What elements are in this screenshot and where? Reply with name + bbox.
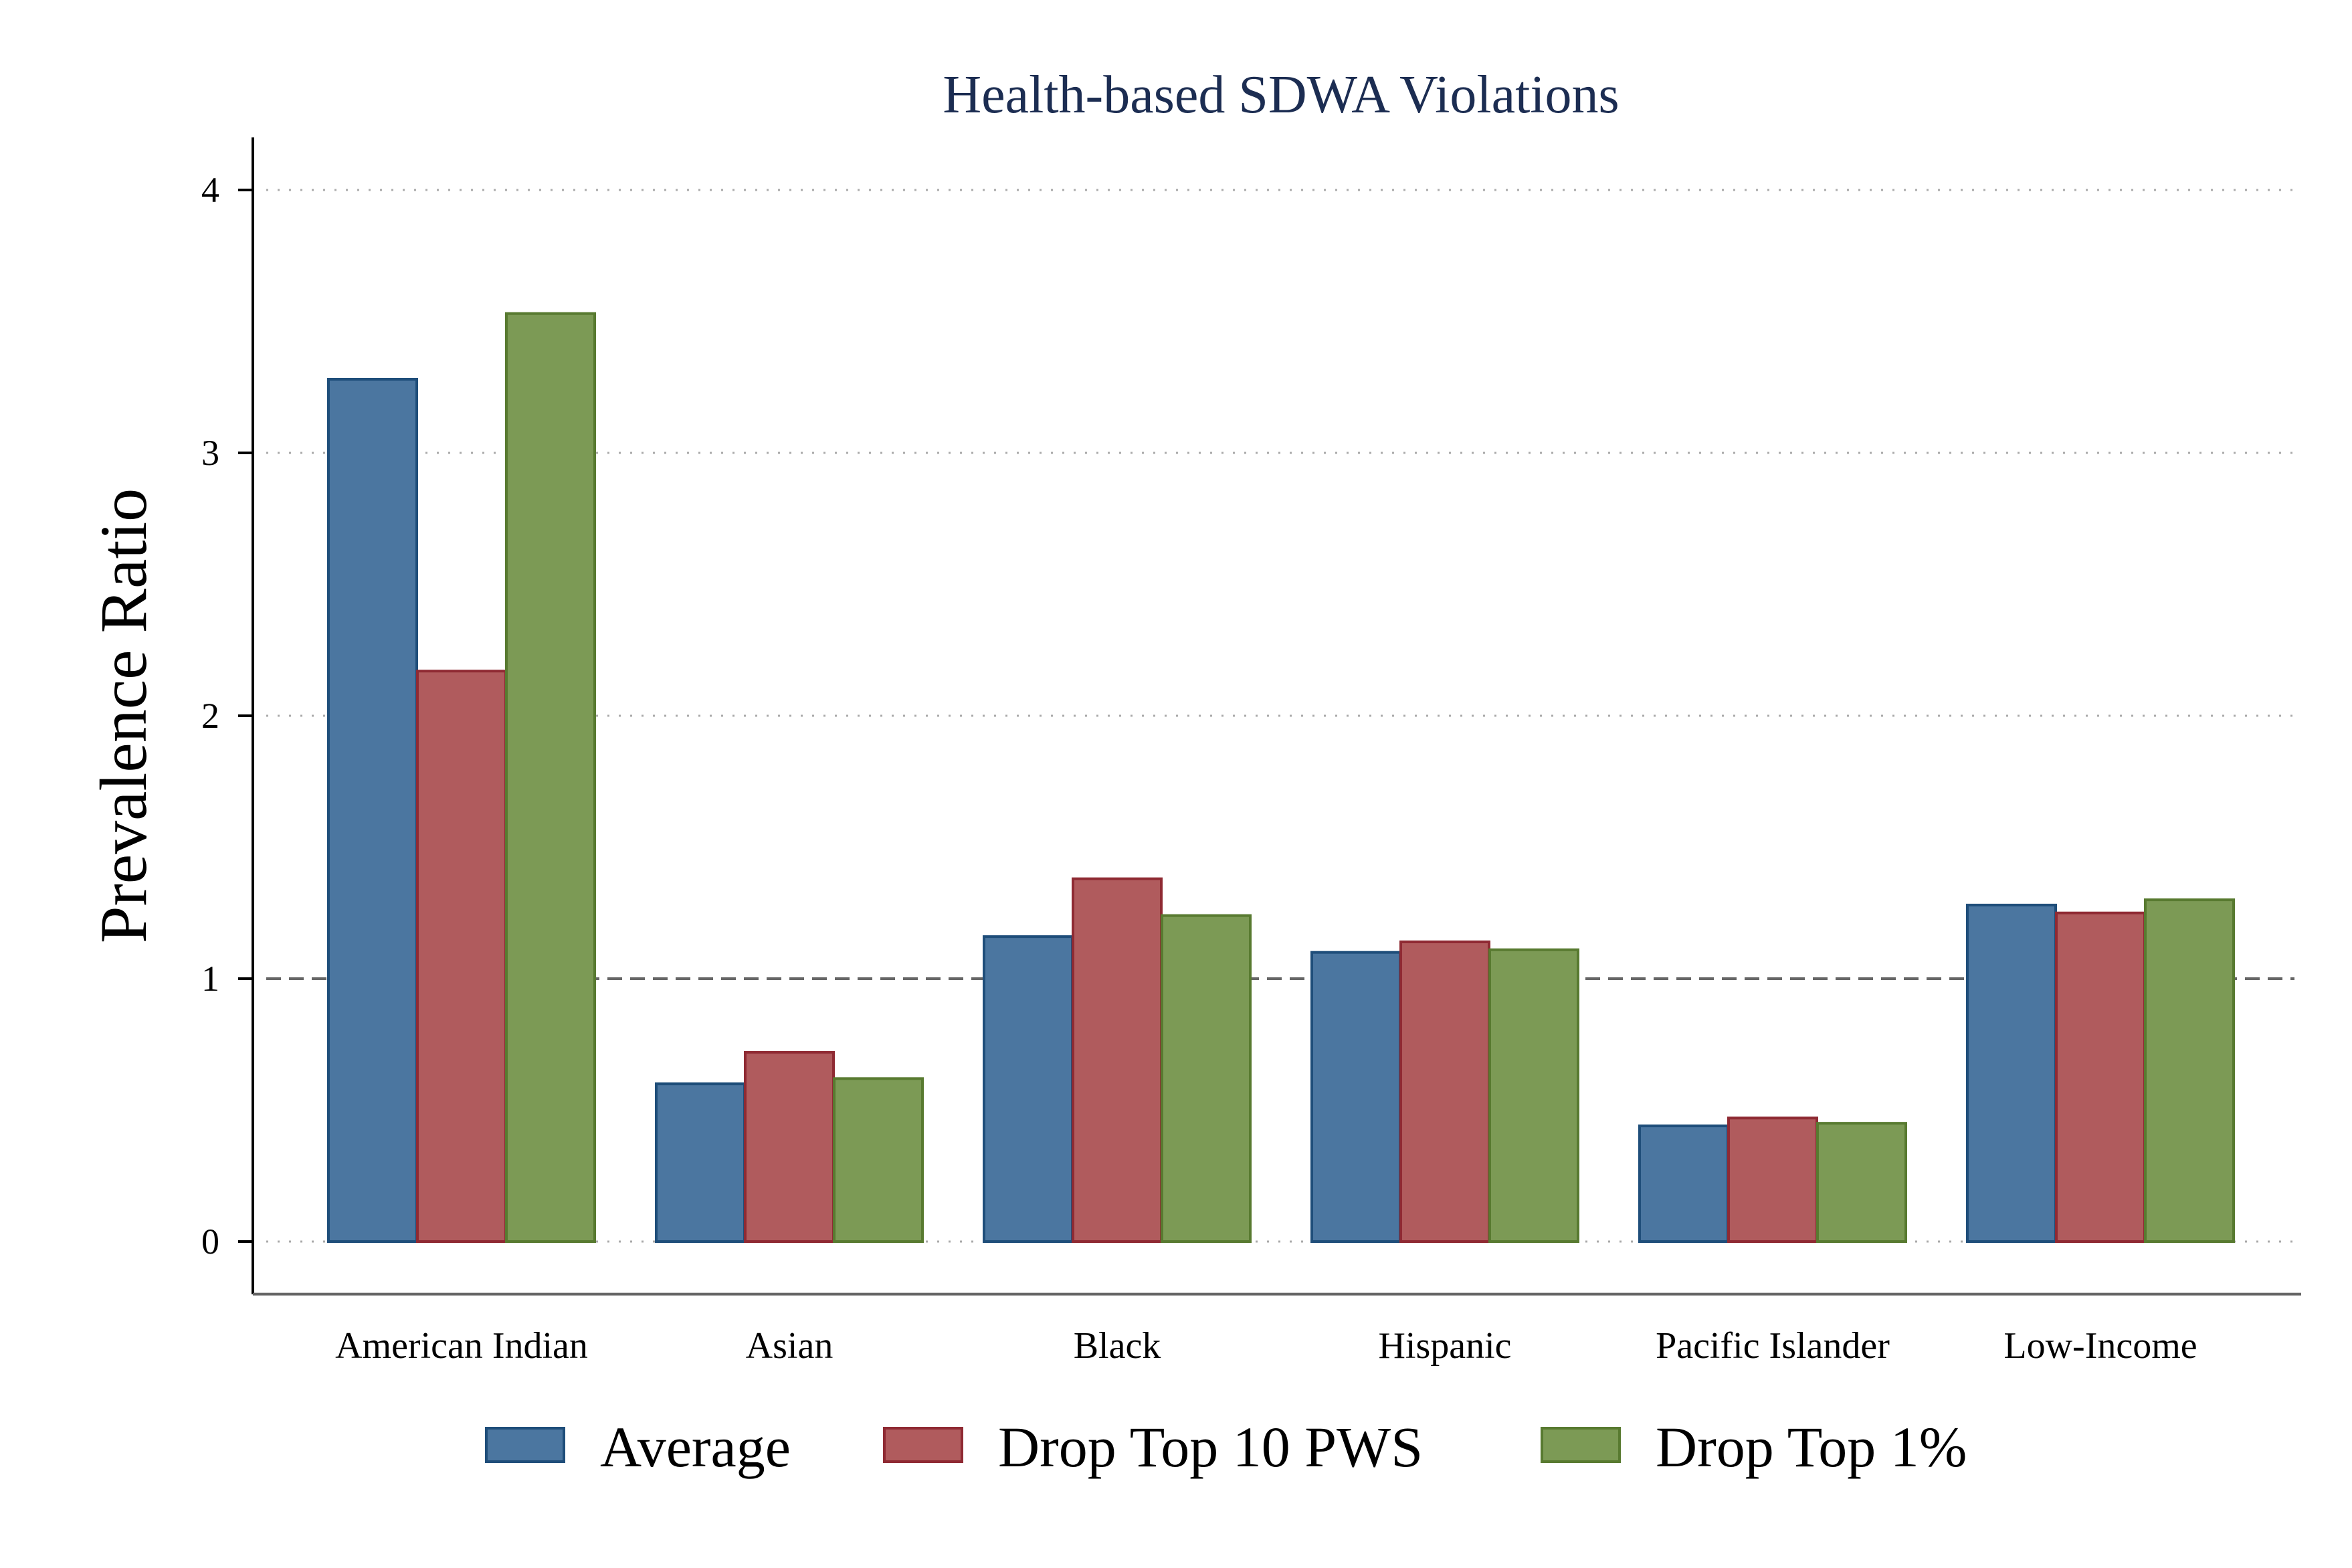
y-ticks: 0 1 2 3 4 [201, 170, 253, 1262]
bar-1-0 [655, 1082, 746, 1243]
chart-title: Health-based SDWA Violations [943, 66, 1619, 124]
bar-5-0 [1966, 903, 2057, 1243]
bar-0-0 [327, 377, 418, 1244]
bar-3-2 [1488, 948, 1579, 1244]
y-tick-label-0: 0 [201, 1221, 219, 1262]
bar-2-1 [1072, 877, 1163, 1244]
y-tick-label-1: 1 [201, 959, 219, 999]
bar-1-2 [833, 1077, 924, 1243]
bar-5-2 [2144, 898, 2235, 1243]
bar-4-0 [1638, 1124, 1729, 1243]
x-category-labels: American Indian Asian Black Hispanic Pacific… [335, 1325, 2197, 1367]
y-tick-label-2: 2 [201, 696, 219, 736]
legend-swatch-1 [883, 1427, 963, 1463]
bar-2-2 [1161, 914, 1252, 1244]
bar-3-0 [1310, 951, 1401, 1243]
bar-3-1 [1399, 940, 1490, 1243]
bar-4-1 [1727, 1116, 1818, 1244]
legend: Average Drop Top 10 PWS Drop Top 1% [485, 1415, 1967, 1479]
bar-4-2 [1816, 1122, 1907, 1244]
bar-0-1 [416, 670, 507, 1243]
legend-label-1: Drop Top 10 PWS [998, 1415, 1423, 1479]
x-tick-label-4: Pacific Islander [1656, 1325, 1890, 1367]
y-tick-label-3: 3 [201, 433, 219, 473]
legend-label-2: Drop Top 1% [1656, 1415, 1967, 1479]
bar-2-0 [983, 935, 1074, 1243]
bar-5-1 [2055, 911, 2146, 1243]
bar-1-1 [744, 1051, 835, 1244]
x-tick-label-3: Hispanic [1378, 1325, 1511, 1367]
legend-swatch-0 [485, 1427, 565, 1463]
legend-swatch-2 [1541, 1427, 1621, 1463]
bar-0-2 [505, 312, 596, 1244]
grid-lines [266, 189, 2294, 1243]
x-tick-label-5: Low-Income [2003, 1325, 2197, 1367]
bars [327, 312, 2235, 1244]
y-tick-label-4: 4 [201, 170, 219, 210]
x-tick-label-0: American Indian [335, 1325, 588, 1367]
y-axis-label: Prevalence Ratio [86, 488, 161, 943]
x-tick-label-1: Asian [746, 1325, 834, 1367]
legend-label-0: Average [600, 1415, 791, 1479]
x-tick-label-2: Black [1074, 1325, 1161, 1367]
